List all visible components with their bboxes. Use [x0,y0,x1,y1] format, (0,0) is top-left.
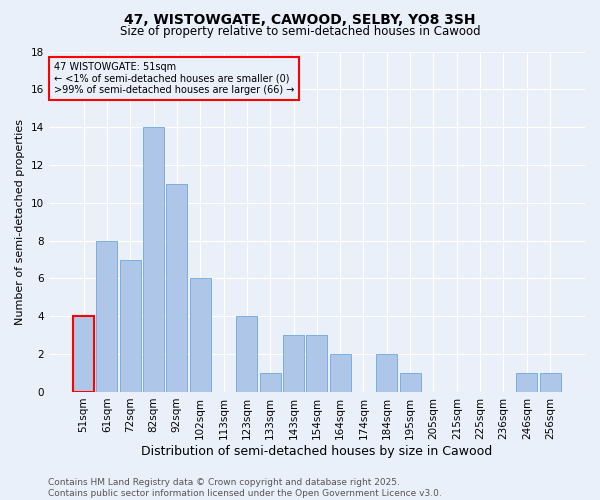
Bar [400,373,421,392]
Bar [166,184,187,392]
Y-axis label: Number of semi-detached properties: Number of semi-detached properties [15,118,25,324]
Bar [143,127,164,392]
Bar [73,316,94,392]
Bar [236,316,257,392]
Bar [307,335,328,392]
Bar [120,260,140,392]
Bar [329,354,350,392]
Bar [260,373,281,392]
Text: 47, WISTOWGATE, CAWOOD, SELBY, YO8 3SH: 47, WISTOWGATE, CAWOOD, SELBY, YO8 3SH [124,12,476,26]
Bar [516,373,537,392]
Text: 47 WISTOWGATE: 51sqm
← <1% of semi-detached houses are smaller (0)
>99% of semi-: 47 WISTOWGATE: 51sqm ← <1% of semi-detac… [54,62,295,95]
Text: Size of property relative to semi-detached houses in Cawood: Size of property relative to semi-detach… [119,24,481,38]
Bar [376,354,397,392]
Bar [283,335,304,392]
Bar [97,240,118,392]
Text: Contains HM Land Registry data © Crown copyright and database right 2025.
Contai: Contains HM Land Registry data © Crown c… [48,478,442,498]
Bar [190,278,211,392]
X-axis label: Distribution of semi-detached houses by size in Cawood: Distribution of semi-detached houses by … [141,444,493,458]
Bar [539,373,560,392]
